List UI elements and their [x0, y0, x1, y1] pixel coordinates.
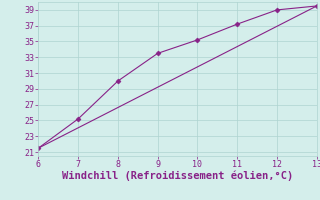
- X-axis label: Windchill (Refroidissement éolien,°C): Windchill (Refroidissement éolien,°C): [62, 171, 293, 181]
